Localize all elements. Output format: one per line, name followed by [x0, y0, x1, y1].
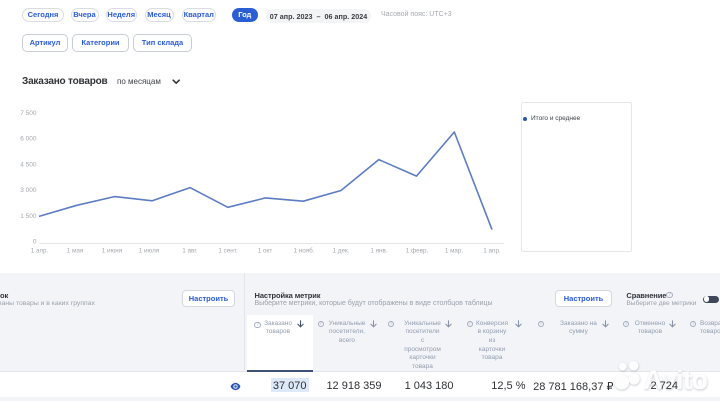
svg-text:Avito: Avito: [644, 365, 708, 395]
svg-text:1 окт: 1 окт: [258, 248, 273, 255]
svg-text:3 000: 3 000: [20, 187, 37, 194]
svg-text:1 июля: 1 июля: [139, 248, 159, 255]
svg-text:4 500: 4 500: [20, 161, 37, 168]
svg-text:6 000: 6 000: [20, 136, 37, 143]
svg-text:7 500: 7 500: [20, 110, 37, 117]
svg-text:1 июня: 1 июня: [102, 248, 122, 255]
svg-text:1 янв.: 1 янв.: [370, 248, 387, 255]
svg-text:0: 0: [33, 238, 37, 245]
svg-text:1 авг.: 1 авг.: [182, 248, 198, 255]
svg-text:1 нояб.: 1 нояб.: [294, 247, 315, 255]
svg-text:1 500: 1 500: [20, 213, 37, 220]
svg-text:1 февр.: 1 февр.: [406, 248, 429, 255]
svg-text:1 мая: 1 мая: [67, 248, 84, 255]
svg-text:1 сент.: 1 сент.: [218, 248, 238, 255]
svg-text:Avito: Avito: [644, 366, 708, 396]
svg-text:1 апр.: 1 апр.: [483, 248, 501, 255]
svg-text:1 мар.: 1 мар.: [445, 248, 464, 255]
svg-text:1 дек.: 1 дек.: [333, 248, 350, 255]
svg-text:1 апр.: 1 апр.: [31, 248, 49, 255]
